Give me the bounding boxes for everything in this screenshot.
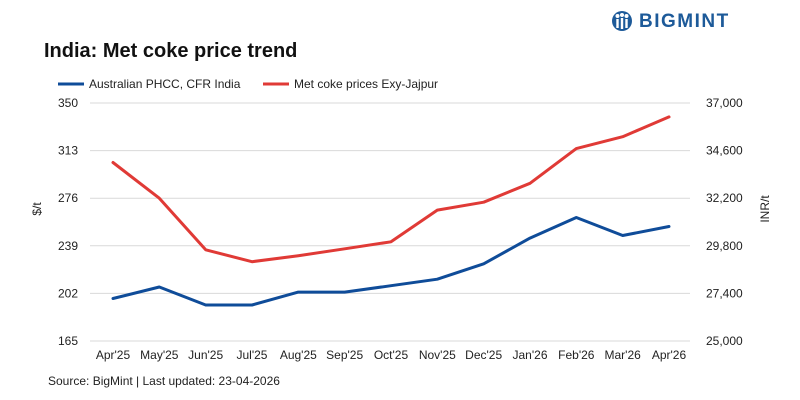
x-tick-label: Sep'25 <box>326 348 363 362</box>
right-axis-ticks: 37,000 34,600 32,200 29,800 27,400 25,000 <box>706 96 743 348</box>
x-tick-label: Feb'26 <box>558 348 595 362</box>
x-tick-label: Nov'25 <box>419 348 456 362</box>
x-tick-label: Dec'25 <box>465 348 502 362</box>
series-line <box>111 216 671 307</box>
legend-label: Met coke prices Exy-Jajpur <box>294 77 438 91</box>
x-tick-label: Aug'25 <box>280 348 317 362</box>
gridlines <box>90 102 690 342</box>
x-tick-label: Apr'25 <box>96 348 131 362</box>
x-tick-label: Oct'25 <box>374 348 409 362</box>
left-tick-label: 202 <box>58 286 78 300</box>
x-axis-ticks: Apr'25 May'25 Jun'25 Jul'25 Aug'25 Sep'25 Oct'… <box>96 348 687 362</box>
brand-logo-text: BIGMINT <box>639 11 730 32</box>
left-tick-label: 313 <box>58 144 78 158</box>
x-tick-label: Jun'25 <box>188 348 223 362</box>
brand-logo: BIGMINT <box>611 10 730 34</box>
x-tick-label: Mar'26 <box>605 348 642 362</box>
x-tick-label: Jan'26 <box>513 348 548 362</box>
left-axis-label: $/t <box>30 202 44 216</box>
left-tick-label: 239 <box>58 239 78 253</box>
left-axis-ticks: 350 313 276 239 202 165 <box>58 96 78 348</box>
line-chart: Australian PHCC, CFR India Met coke price… <box>30 77 772 362</box>
series-lines <box>111 115 671 307</box>
source-note: Source: BigMint | Last updated: 23-04-20… <box>48 374 280 388</box>
chart-title: India: Met coke price trend <box>44 40 298 62</box>
left-tick-label: 350 <box>58 96 78 110</box>
right-tick-label: 32,200 <box>706 191 743 205</box>
right-axis-label: INR/t <box>758 195 772 223</box>
chart-legend: Australian PHCC, CFR India Met coke price… <box>58 77 438 91</box>
bigmint-logo-icon <box>612 11 632 31</box>
series-line <box>111 115 671 264</box>
legend-label: Australian PHCC, CFR India <box>89 77 241 91</box>
left-tick-label: 165 <box>58 334 78 348</box>
right-tick-label: 25,000 <box>706 334 743 348</box>
x-tick-label: Apr'26 <box>652 348 687 362</box>
x-tick-label: Jul'25 <box>237 348 268 362</box>
right-tick-label: 29,800 <box>706 239 743 253</box>
x-tick-label: May'25 <box>140 348 179 362</box>
right-tick-label: 37,000 <box>706 96 743 110</box>
right-tick-label: 27,400 <box>706 286 743 300</box>
right-tick-label: 34,600 <box>706 144 743 158</box>
left-tick-label: 276 <box>58 191 78 205</box>
